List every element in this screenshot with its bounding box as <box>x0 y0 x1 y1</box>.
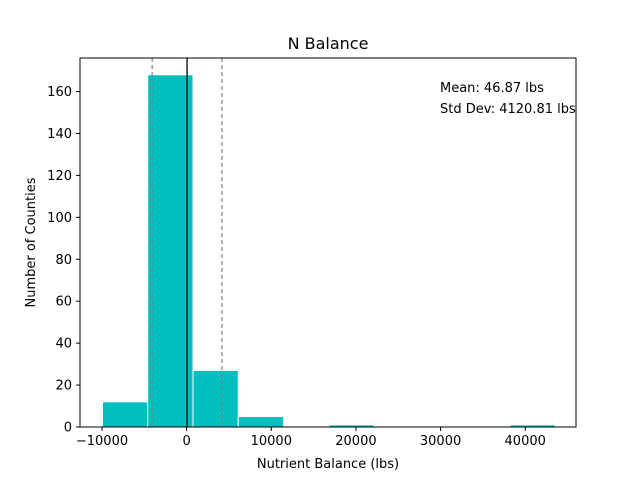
histogram-bar <box>192 369 239 428</box>
x-tick-label: −10000 <box>76 434 128 449</box>
y-tick-label: 40 <box>55 337 72 352</box>
reference-lines <box>151 58 223 427</box>
histogram-bar <box>237 416 285 428</box>
y-tick-label: 140 <box>47 127 72 142</box>
y-tick-label: 0 <box>64 421 72 436</box>
y-tick-label: 120 <box>47 169 72 184</box>
x-tick-label: 40000 <box>505 434 546 449</box>
mean-annotation: Mean: 46.87 lbs <box>440 81 544 96</box>
x-tick-label: 0 <box>183 434 191 449</box>
chart-title: N Balance <box>288 34 369 53</box>
plot-frame <box>79 57 577 428</box>
y-tick-label: 20 <box>55 379 72 394</box>
x-tick-label: 30000 <box>420 434 461 449</box>
y-axis-ticks: 0 20 40 60 80 100 120 140 160 <box>47 85 80 436</box>
x-axis-ticks: −10000 0 10000 20000 30000 40000 <box>76 427 546 449</box>
bars-layer <box>101 74 556 428</box>
x-tick-label: 20000 <box>335 434 376 449</box>
y-tick-label: 160 <box>47 85 72 100</box>
std-dev-annotation: Std Dev: 4120.81 lbs <box>440 102 576 117</box>
y-axis-label: Number of Counties <box>24 177 39 307</box>
y-tick-label: 100 <box>47 211 72 226</box>
y-tick-label: 80 <box>55 253 72 268</box>
y-tick-label: 60 <box>55 295 72 310</box>
histogram-bar <box>101 401 149 428</box>
histogram-bar <box>147 74 194 428</box>
x-tick-label: 10000 <box>251 434 292 449</box>
x-axis-label: Nutrient Balance (lbs) <box>257 457 399 472</box>
